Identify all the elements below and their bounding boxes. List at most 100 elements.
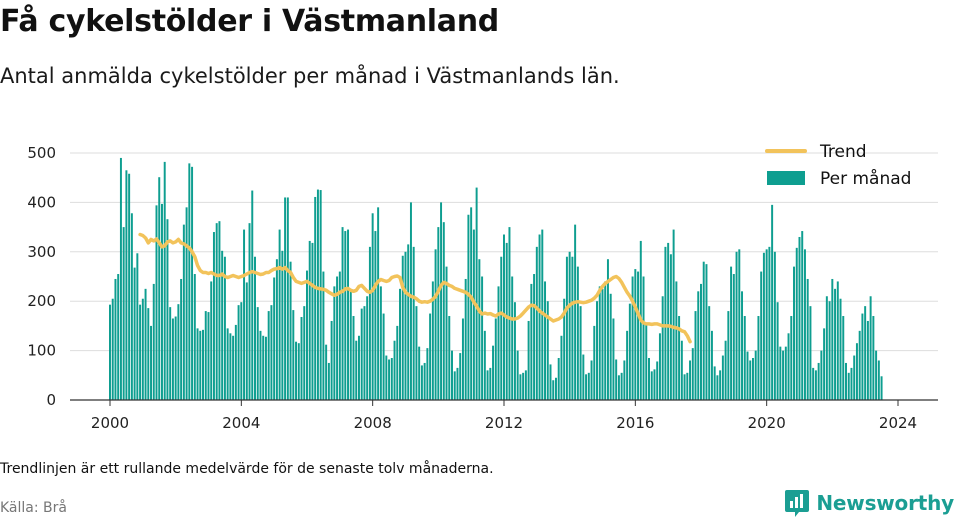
bar bbox=[483, 330, 486, 400]
bar bbox=[834, 288, 837, 400]
bar bbox=[724, 340, 727, 400]
bar bbox=[119, 157, 122, 400]
bar bbox=[768, 246, 771, 400]
legend-label-per-month: Per månad bbox=[820, 168, 911, 189]
bar bbox=[637, 271, 640, 400]
bar bbox=[259, 330, 262, 400]
bar bbox=[319, 190, 322, 400]
bar bbox=[617, 375, 620, 400]
bar bbox=[284, 197, 287, 400]
legend: Trend Per månad bbox=[765, 142, 911, 189]
bar bbox=[571, 256, 574, 400]
bar bbox=[125, 170, 128, 400]
bar bbox=[245, 282, 248, 400]
bar-chart: 0 100 200 300 400 500 2000 2004 2008 2012 2016 2020… bbox=[27, 142, 938, 432]
trend-series bbox=[138, 232, 692, 344]
bar bbox=[544, 281, 547, 400]
bar bbox=[590, 360, 593, 400]
bar bbox=[289, 261, 292, 400]
bar bbox=[169, 307, 172, 400]
bar bbox=[853, 355, 856, 400]
legend-swatch-per-month bbox=[767, 171, 805, 185]
bar bbox=[823, 328, 826, 400]
bar bbox=[434, 249, 437, 400]
bar bbox=[333, 286, 336, 400]
bar bbox=[185, 207, 188, 400]
bar bbox=[160, 203, 163, 400]
bar bbox=[585, 374, 588, 400]
bar bbox=[481, 276, 484, 400]
bar bbox=[355, 340, 358, 400]
bar bbox=[316, 189, 319, 400]
bar bbox=[150, 325, 153, 400]
bar bbox=[303, 306, 306, 400]
bar bbox=[700, 283, 702, 400]
newsworthy-logo[interactable]: Newsworthy bbox=[784, 488, 954, 518]
bar bbox=[820, 350, 823, 400]
bar bbox=[133, 267, 136, 400]
bar bbox=[281, 250, 284, 400]
bar bbox=[533, 274, 536, 400]
bar bbox=[254, 256, 256, 400]
bar bbox=[139, 304, 142, 400]
bar bbox=[492, 345, 495, 400]
bar bbox=[399, 288, 401, 400]
bar-series bbox=[109, 157, 883, 400]
bar bbox=[727, 311, 730, 400]
legend-label-trend: Trend bbox=[819, 142, 867, 162]
bar bbox=[513, 302, 516, 400]
bar bbox=[199, 330, 202, 400]
bar bbox=[784, 346, 787, 400]
bar bbox=[415, 306, 418, 400]
bar bbox=[193, 274, 196, 400]
bar bbox=[803, 249, 806, 400]
bar bbox=[385, 355, 388, 400]
bar bbox=[171, 318, 174, 400]
bar bbox=[360, 308, 363, 400]
bar bbox=[177, 304, 180, 400]
bar bbox=[530, 283, 533, 400]
bar bbox=[409, 202, 412, 400]
bar bbox=[732, 274, 735, 400]
bar bbox=[850, 367, 853, 400]
bar bbox=[642, 276, 645, 400]
bar bbox=[809, 306, 812, 400]
bar bbox=[771, 204, 774, 400]
bar bbox=[864, 306, 867, 400]
bar bbox=[486, 370, 489, 400]
bar bbox=[221, 250, 224, 400]
bar bbox=[109, 304, 111, 400]
bar bbox=[549, 364, 552, 400]
bar bbox=[470, 207, 473, 400]
bar bbox=[344, 231, 347, 400]
axes: 0 100 200 300 400 500 2000 2004 2008 2012 2016 2020… bbox=[27, 144, 938, 432]
bar bbox=[828, 301, 831, 400]
bar bbox=[382, 313, 385, 400]
bar bbox=[653, 369, 656, 400]
bar bbox=[325, 344, 328, 400]
bar bbox=[396, 325, 399, 400]
bar bbox=[248, 223, 251, 400]
bar bbox=[163, 161, 166, 400]
bar bbox=[401, 255, 404, 400]
bar bbox=[557, 358, 560, 400]
bar bbox=[845, 362, 847, 400]
chart-subtitle: Antal anmälda cykelstölder per månad i V… bbox=[0, 64, 620, 88]
bar bbox=[371, 213, 374, 400]
bar bbox=[215, 223, 218, 400]
bar bbox=[114, 278, 117, 400]
bar bbox=[757, 316, 760, 400]
bar bbox=[196, 328, 199, 400]
bar bbox=[180, 278, 183, 400]
bar bbox=[866, 320, 869, 400]
bar bbox=[664, 246, 667, 400]
y-tick-label: 300 bbox=[27, 243, 56, 261]
bar bbox=[286, 197, 289, 400]
bar bbox=[264, 336, 267, 400]
bar bbox=[237, 305, 240, 400]
bar bbox=[459, 353, 462, 400]
bar bbox=[615, 359, 618, 400]
footnote: Trendlinjen är ett rullande medelvärde f… bbox=[0, 461, 494, 477]
bar bbox=[601, 288, 604, 400]
source-label: Källa: Brå bbox=[0, 500, 67, 516]
